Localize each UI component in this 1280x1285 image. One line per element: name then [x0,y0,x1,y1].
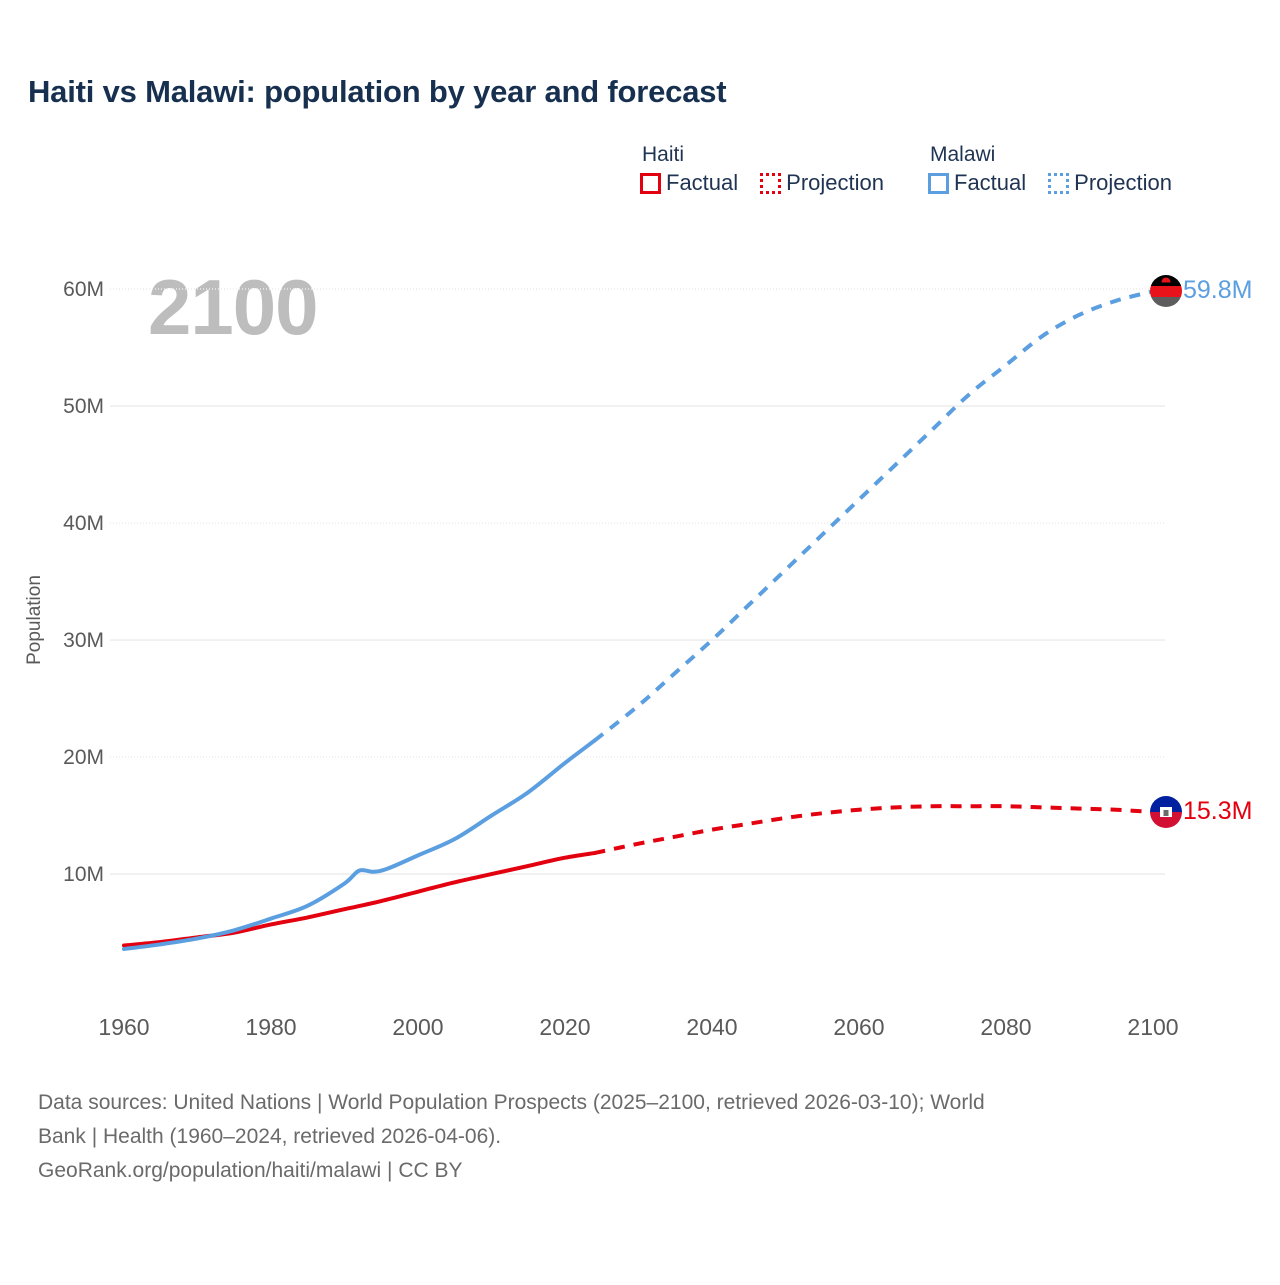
flag-stripe-green [1150,296,1182,308]
legend-group-malawi: Malawi Factual Projection [928,142,1172,194]
series-line-factual-malawi [122,738,597,951]
legend-item-malawi-projection[interactable]: Projection [1048,172,1172,194]
legend-item-haiti-factual[interactable]: Factual [640,172,738,194]
legend-item-malawi-factual[interactable]: Factual [928,172,1026,194]
legend-swatch-solid-icon [928,172,949,194]
legend-label-malawi-projection: Projection [1074,170,1172,195]
y-axis-title: Population [24,575,45,665]
series-line-projection-malawi [593,289,1154,743]
legend-swatch-solid-icon [640,172,661,194]
legend-item-haiti-projection[interactable]: Projection [760,172,884,194]
legend-group-title-malawi: Malawi [930,143,996,166]
flag-stripe-red [1150,286,1182,297]
y-axis-tick-label: 40M [63,512,104,536]
legend-group-title-haiti: Haiti [642,143,685,166]
legend-swatch-dotted-icon [1048,172,1070,194]
page-title: Haiti vs Malawi: population by year and … [28,74,727,109]
rising-sun-icon [1161,277,1171,283]
footer-line-1: Data sources: United Nations | World Pop… [38,1091,985,1114]
x-axis-tick-label: 2100 [1127,1014,1179,1040]
footer-line-3: GeoRank.org/population/haiti/malawi | CC… [38,1159,463,1182]
chart-legend: Haiti Factual Projection Malawi Factual … [640,142,1172,194]
x-axis-tick-label: 2020 [539,1014,591,1040]
x-axis-tick-label: 1980 [245,1014,297,1040]
series-line-projection-haiti [593,804,1154,855]
flag-band-blue [1150,796,1182,813]
y-axis-tick-label: 30M [63,629,104,653]
coat-of-arms-icon [1160,807,1172,818]
y-axis-tick-label: 10M [63,863,104,887]
malawi-endpoint-value: 59.8M [1183,276,1253,305]
haiti-flag-icon [1150,796,1182,829]
legend-label-haiti-projection: Projection [786,170,884,195]
haiti-endpoint-value: 15.3M [1183,797,1253,826]
legend-swatch-dotted-icon [760,172,782,194]
legend-group-haiti: Haiti Factual Projection [640,142,884,194]
x-axis-tick-label: 2060 [833,1014,885,1040]
malawi-flag-icon [1150,275,1182,308]
x-axis-tick-label: 2000 [392,1014,444,1040]
watermark-year: 2100 [148,263,319,351]
x-axis-tick-label: 2080 [980,1014,1032,1040]
legend-label-haiti-factual: Factual [666,170,739,195]
legend-label-malawi-factual: Factual [954,170,1027,195]
y-axis-tick-label: 20M [63,746,104,770]
x-axis-tick-label: 1960 [98,1014,150,1040]
flag-band-red [1150,812,1182,829]
footer-line-2: Bank | Health (1960–2024, retrieved 2026… [38,1125,502,1148]
series-line-factual-haiti [122,851,597,948]
y-axis-tick-label: 60M [63,278,104,301]
footer-sources: Data sources: United Nations | World Pop… [38,1086,1238,1188]
y-axis-tick-label: 50M [63,395,104,419]
x-axis-tick-label: 2040 [686,1014,738,1040]
